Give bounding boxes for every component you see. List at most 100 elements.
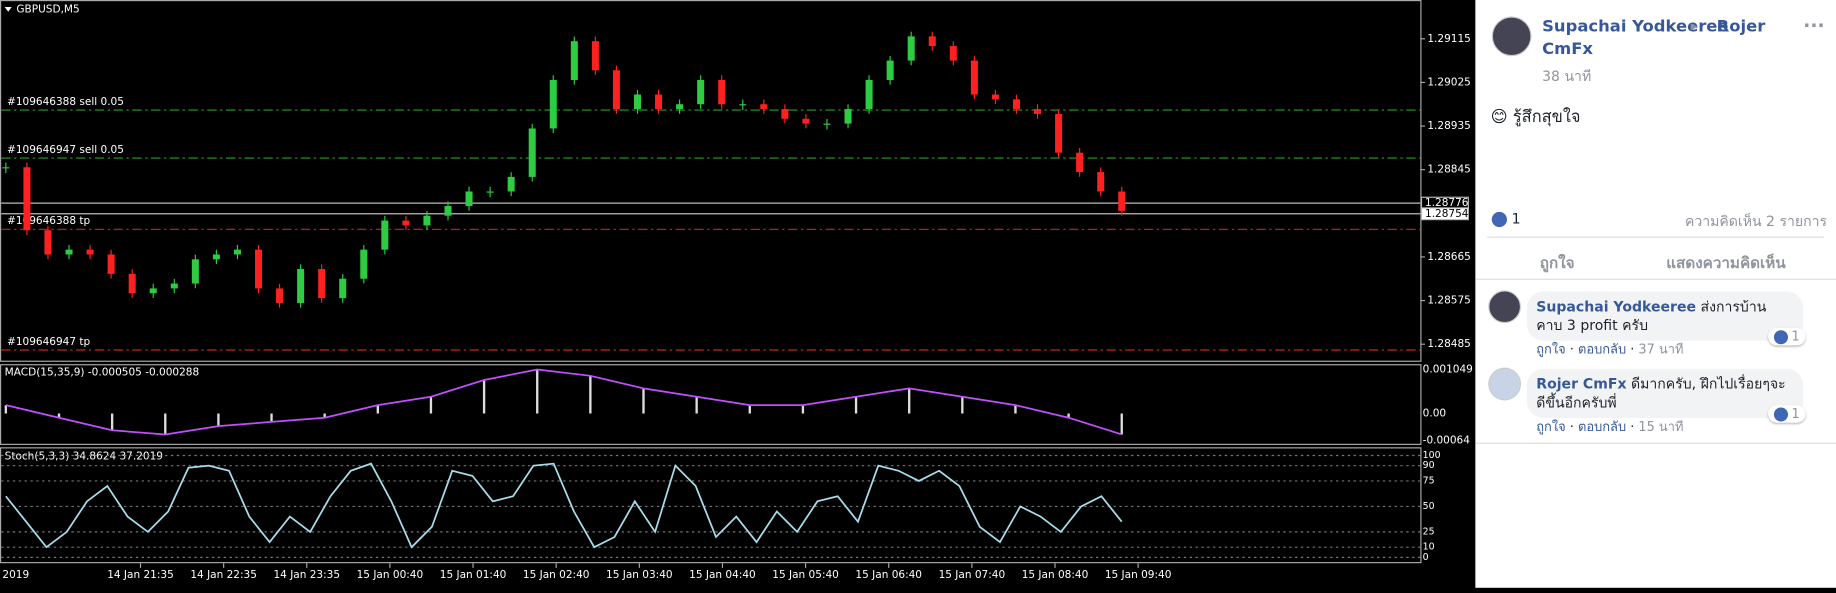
comment-time[interactable]: 15 นาที <box>1638 419 1684 435</box>
macd-bar <box>536 369 539 414</box>
x-tick-label: 15 Jan 05:40 <box>772 569 839 581</box>
arrow: ▸ <box>1690 17 1698 34</box>
comment-likes-text: 1 <box>1791 406 1800 422</box>
candle <box>1012 99 1020 110</box>
comment-actions: ถูกใจ · ตอบกลับ · 15 นาที <box>1536 419 1684 435</box>
macd-bar <box>429 396 433 414</box>
candle <box>781 109 789 119</box>
macd-bar <box>801 405 805 414</box>
candle <box>591 41 599 71</box>
candle <box>570 41 578 80</box>
x-tick-label: 15 Jan 09:40 <box>1105 569 1172 581</box>
macd-bar <box>482 379 486 414</box>
macd-line <box>5 368 1123 436</box>
candle <box>254 249 263 289</box>
macd-bar <box>642 388 645 414</box>
x-tick-label: 15 Jan 04:40 <box>689 569 756 581</box>
candle <box>318 269 326 299</box>
like-button[interactable]: ถูกใจ <box>1539 255 1575 273</box>
divider <box>1487 236 1825 238</box>
like-count[interactable]: 1 <box>1491 211 1521 228</box>
comment-likes[interactable]: 1 <box>1768 405 1806 423</box>
candle <box>44 230 52 255</box>
candle <box>149 288 157 294</box>
candle <box>655 94 663 110</box>
comment-like[interactable]: ถูกใจ <box>1536 419 1566 435</box>
target[interactable]: CmFx <box>1542 39 1594 59</box>
stoch-line <box>5 462 1123 549</box>
y-tick-label: 1.28575 <box>1427 295 1471 307</box>
macd-panel <box>0 364 1422 445</box>
x-tick-label: 14 Jan 22:35 <box>190 569 257 581</box>
comment-reply[interactable]: ตอบกลับ <box>1577 341 1627 358</box>
x-tick-label: 14 Jan 2019 <box>0 569 29 581</box>
comment-avatar <box>1488 367 1522 401</box>
candle <box>844 109 852 124</box>
macd-bar <box>854 396 858 414</box>
candle <box>928 36 936 47</box>
stoch-tick-label: 50 <box>1423 501 1435 512</box>
comment-like[interactable]: ถูกใจ <box>1536 341 1566 358</box>
avatar <box>1491 16 1532 57</box>
candle <box>233 249 241 255</box>
candle <box>486 191 494 193</box>
candle <box>465 191 473 207</box>
candle <box>1118 191 1126 211</box>
comment-button[interactable]: แสดงความคิดเห็น <box>1666 255 1786 273</box>
comment-author[interactable]: Rojer CmFx <box>1536 375 1627 393</box>
macd-bar <box>217 413 220 427</box>
trading-chart: GBPUSD,M5 MACD(15,35,9) -0.000505 -0.000… <box>0 0 1473 588</box>
candle <box>360 249 368 279</box>
comment-actions: ถูกใจ · ตอบกลับ · 37 นาที <box>1536 341 1684 358</box>
facebook-post: Supachai Yodkeeree ▸ Rojer CmFx 38 นาที … <box>1475 0 1836 588</box>
candle <box>381 220 389 250</box>
stoch-label: Stoch(5,3,3) 34.8624 37.2019 <box>5 451 163 463</box>
stoch-tick-label: 90 <box>1423 460 1435 471</box>
candle <box>170 283 178 289</box>
candle <box>65 249 73 255</box>
author[interactable]: Supachai Yodkeeree <box>1542 17 1729 37</box>
candle <box>2 167 10 169</box>
divider <box>1475 278 1836 280</box>
macd-bar <box>695 396 698 414</box>
price-box <box>1420 207 1469 221</box>
candle <box>528 128 536 177</box>
chart-bg <box>0 0 1473 588</box>
comment-text: ส่งการบ้าน คาบ 3 profit ครับ <box>1536 298 1767 334</box>
stoch-panel <box>0 447 1422 564</box>
comment-likes-text: 1 <box>1791 329 1800 345</box>
main-panel <box>0 0 1422 362</box>
order-label: #109646388 tp <box>7 215 90 227</box>
comment-count[interactable]: ความคิดเห็น 2 รายการ <box>1684 213 1828 230</box>
target[interactable]: Rojer <box>1716 17 1766 37</box>
macd-bar <box>589 375 592 414</box>
macd-bar <box>961 396 964 414</box>
order-label: #109646947 sell 0.05 <box>7 144 124 156</box>
candle <box>212 254 220 260</box>
candle <box>907 36 915 61</box>
comment-avatar <box>1488 290 1522 324</box>
comment-likes[interactable]: 1 <box>1768 327 1806 346</box>
feeling: 😊 รู้สึกสุขใจ <box>1490 107 1581 127</box>
candle <box>276 288 284 303</box>
macd-bar <box>110 413 114 431</box>
candle <box>739 104 747 106</box>
comment-reply[interactable]: ตอบกลับ <box>1577 419 1627 435</box>
candle <box>23 167 31 231</box>
menu-arrow <box>4 7 12 12</box>
macd-bar <box>164 413 167 435</box>
divider <box>1475 442 1836 444</box>
y-tick-label: 1.28485 <box>1427 338 1471 350</box>
x-tick-label: 15 Jan 03:40 <box>606 569 673 581</box>
candle <box>991 94 999 100</box>
candle <box>191 259 199 284</box>
comment-author[interactable]: Supachai Yodkeeree <box>1536 298 1697 315</box>
more-menu[interactable]: ··· <box>1803 14 1825 37</box>
stoch-tick-label: 10 <box>1423 542 1435 553</box>
x-tick-label: 15 Jan 07:40 <box>939 569 1006 581</box>
candle <box>823 123 831 125</box>
comment-time[interactable]: 37 นาที <box>1638 341 1684 358</box>
post-time[interactable]: 38 นาที <box>1542 67 1592 85</box>
candle <box>549 79 557 129</box>
